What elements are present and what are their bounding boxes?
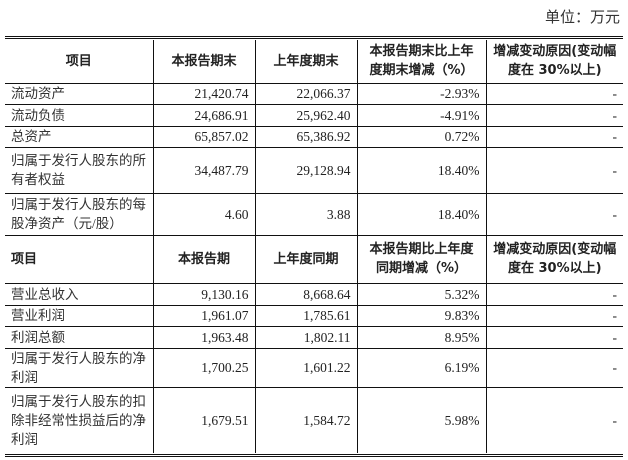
cell-value: 4.60 bbox=[152, 192, 256, 236]
cell-value: 18.40% bbox=[356, 146, 487, 194]
column-header: 项目 bbox=[5, 40, 154, 84]
row-label: 流动资产 bbox=[5, 82, 154, 105]
cell-value: -4.91% bbox=[356, 103, 487, 127]
cell-value: 1,584.72 bbox=[254, 386, 358, 453]
column-header: 增减变动原因(变动幅度在 30%以上) bbox=[485, 40, 623, 84]
cell-value: 22,066.37 bbox=[254, 82, 358, 105]
table-row: 营业利润 1,961.07 1,785.61 9.83% - bbox=[5, 304, 623, 327]
row-label: 归属于发行人股东的扣除非经常性损益后的净利润 bbox=[5, 386, 154, 453]
column-header: 项目 bbox=[5, 234, 154, 284]
cell-value: 3.88 bbox=[254, 192, 358, 236]
cell-value: 9,130.16 bbox=[152, 282, 256, 306]
cell-value: 5.98% bbox=[356, 386, 487, 453]
cell-value: 5.32% bbox=[356, 282, 487, 306]
cell-value: 1,785.61 bbox=[254, 304, 358, 327]
row-label: 归属于发行人股东的每股净资产（元/股） bbox=[5, 192, 154, 236]
row-label: 营业利润 bbox=[5, 304, 154, 327]
column-header: 本报告期比上年度同期增减（%） bbox=[356, 234, 487, 284]
cell-value: 25,962.40 bbox=[254, 103, 358, 127]
column-header: 上年度期末 bbox=[254, 40, 358, 84]
cell-value: - bbox=[485, 282, 623, 306]
row-label: 归属于发行人股东的净利润 bbox=[5, 347, 154, 388]
cell-value: 6.19% bbox=[356, 347, 487, 388]
cell-value: 1,961.07 bbox=[152, 304, 256, 327]
cell-value: 65,857.02 bbox=[152, 125, 256, 148]
cell-value: - bbox=[485, 325, 623, 349]
cell-value: 21,420.74 bbox=[152, 82, 256, 105]
table-row: 总资产 65,857.02 65,386.92 0.72% - bbox=[5, 125, 623, 148]
table-row: 营业总收入 9,130.16 8,668.64 5.32% - bbox=[5, 282, 623, 306]
cell-value: 24,686.91 bbox=[152, 103, 256, 127]
table-row: 归属于发行人股东的每股净资产（元/股） 4.60 3.88 18.40% - bbox=[5, 192, 623, 236]
cell-value: 9.83% bbox=[356, 304, 487, 327]
cell-value: 1,679.51 bbox=[152, 386, 256, 453]
table-row: 归属于发行人股东的净利润 1,700.25 1,601.22 6.19% - bbox=[5, 347, 623, 388]
cell-value: - bbox=[485, 146, 623, 194]
row-label: 利润总额 bbox=[5, 325, 154, 349]
cell-value: 1,963.48 bbox=[152, 325, 256, 349]
row-label: 归属于发行人股东的所有者权益 bbox=[5, 146, 154, 194]
cell-value: - bbox=[485, 304, 623, 327]
row-label: 流动负债 bbox=[5, 103, 154, 127]
header-row: 项目 本报告期末 上年度期末 本报告期末比上年度期末增减（%） 增减变动原因(变动幅度在… bbox=[5, 40, 623, 84]
cell-value: - bbox=[485, 347, 623, 388]
column-header: 上年度同期 bbox=[254, 234, 358, 284]
cell-value: - bbox=[485, 103, 623, 127]
header-row: 项目 本报告期 上年度同期 本报告期比上年度同期增减（%） 增减变动原因(变动幅度在 3… bbox=[5, 234, 623, 284]
row-label: 营业总收入 bbox=[5, 282, 154, 306]
cell-value: 29,128.94 bbox=[254, 146, 358, 194]
unit-label: 单位：万元 bbox=[544, 10, 620, 26]
table-row: 流动资产 21,420.74 22,066.37 -2.93% - bbox=[5, 82, 623, 105]
table-row: 归属于发行人股东的扣除非经常性损益后的净利润 1,679.51 1,584.72 5.… bbox=[5, 386, 623, 453]
column-header: 增减变动原因(变动幅度在 30%以上) bbox=[485, 234, 623, 284]
financial-table: 项目 本报告期末 上年度期末 本报告期末比上年度期末增减（%） 增减变动原因(变动幅度在… bbox=[5, 36, 623, 457]
row-label: 总资产 bbox=[5, 125, 154, 148]
table-row: 利润总额 1,963.48 1,802.11 8.95% - bbox=[5, 325, 623, 349]
cell-value: - bbox=[485, 192, 623, 236]
table-row: 流动负债 24,686.91 25,962.40 -4.91% - bbox=[5, 103, 623, 127]
cell-value: 1,700.25 bbox=[152, 347, 256, 388]
cell-value: 0.72% bbox=[356, 125, 487, 148]
cell-value: - bbox=[485, 125, 623, 148]
cell-value: 34,487.79 bbox=[152, 146, 256, 194]
cell-value: 65,386.92 bbox=[254, 125, 358, 148]
cell-value: 8,668.64 bbox=[254, 282, 358, 306]
cell-value: - bbox=[485, 386, 623, 453]
column-header: 本报告期末比上年度期末增减（%） bbox=[356, 40, 487, 84]
cell-value: 18.40% bbox=[356, 192, 487, 236]
cell-value: 1,802.11 bbox=[254, 325, 358, 349]
cell-value: 8.95% bbox=[356, 325, 487, 349]
column-header: 本报告期末 bbox=[152, 40, 256, 84]
cell-value: 1,601.22 bbox=[254, 347, 358, 388]
cell-value: - bbox=[485, 82, 623, 105]
column-header: 本报告期 bbox=[152, 234, 256, 284]
cell-value: -2.93% bbox=[356, 82, 487, 105]
table-row: 归属于发行人股东的所有者权益 34,487.79 29,128.94 18.40% - bbox=[5, 146, 623, 194]
